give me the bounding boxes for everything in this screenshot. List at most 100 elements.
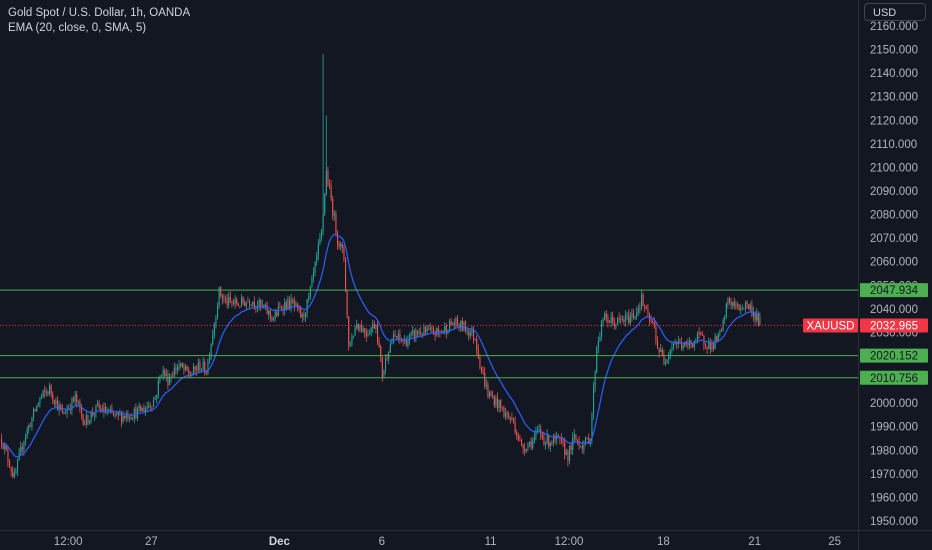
candle-body (279, 307, 281, 308)
candle-body (533, 436, 535, 441)
candle-body (204, 362, 206, 373)
candle-body (247, 301, 249, 303)
candle-body (628, 314, 630, 324)
candle-body (53, 399, 55, 405)
candle-body (429, 327, 431, 330)
candle-body (132, 418, 134, 419)
candle-body (233, 302, 235, 304)
candle-body (63, 411, 65, 414)
candle-body (311, 277, 313, 287)
candle-body (361, 325, 363, 332)
candle-body (506, 412, 508, 415)
candle-body (297, 303, 299, 307)
candle-body (338, 243, 340, 247)
candle-body (676, 342, 678, 345)
price-tick-label: 2150.000 (870, 45, 918, 57)
candle-body (317, 244, 319, 255)
ema-indicator-label[interactable]: EMA (20, close, 0, SMA, 5) (8, 22, 147, 34)
candle-body (42, 390, 44, 396)
candle-body (92, 412, 94, 416)
candle-body (575, 434, 577, 440)
candle-body (175, 368, 177, 370)
candle-body (29, 425, 31, 427)
candle-body (196, 369, 198, 371)
candle-body (353, 335, 355, 337)
candle-body (236, 299, 238, 305)
candle-body (348, 316, 350, 346)
candle-body (469, 332, 471, 336)
candle-body (375, 325, 377, 329)
candle-body (378, 341, 380, 347)
candle-body (709, 341, 711, 350)
candle-body (354, 327, 356, 336)
candle-body (402, 340, 404, 342)
candle-body (306, 299, 308, 314)
candle-body (740, 309, 742, 311)
candle-body (234, 299, 236, 304)
symbol-title[interactable]: Gold Spot / U.S. Dollar, 1h, OANDA (8, 7, 191, 19)
candle-body (201, 368, 203, 370)
candle-body (607, 317, 609, 323)
candle-body (447, 331, 449, 334)
price-tick-label: 2070.000 (870, 233, 918, 245)
candle-body (394, 334, 396, 337)
candle-body (188, 370, 190, 375)
candle-body (385, 358, 387, 370)
currency-button[interactable]: USD (864, 3, 926, 21)
candle-body (601, 321, 603, 337)
candle-body (644, 305, 646, 309)
candle-body (57, 400, 59, 411)
time-tick-label: 25 (828, 536, 841, 548)
candle-body (268, 310, 270, 315)
candle-body (207, 359, 209, 374)
candle-body (124, 415, 126, 418)
candle-body (148, 405, 150, 407)
candle-body (625, 315, 627, 322)
candle-body (186, 365, 188, 371)
candle-body (500, 399, 502, 408)
candle-body (157, 380, 159, 395)
candle-body (39, 397, 41, 404)
candle-body (666, 359, 668, 363)
candle-body (343, 247, 345, 259)
candle-body (473, 329, 475, 339)
candle-body (645, 308, 647, 310)
candle-body (541, 433, 543, 438)
candle-body (373, 323, 375, 329)
candle-body (154, 398, 156, 400)
candle-body (413, 330, 415, 339)
current-price-tag (860, 318, 928, 333)
price-tick-label: 1980.000 (870, 445, 918, 457)
candle-body (665, 362, 667, 364)
candle-body (133, 408, 135, 419)
candle-body (698, 332, 700, 334)
candle-body (114, 413, 116, 415)
candle-body (209, 356, 211, 360)
candle-body (258, 299, 260, 307)
candle-body (681, 342, 683, 349)
candle-body (509, 417, 511, 420)
candle-body (407, 340, 409, 347)
candle-body (527, 444, 529, 450)
candle-body (313, 272, 315, 278)
candle-body (583, 445, 585, 450)
candle-body (479, 357, 481, 367)
candle-body (249, 301, 251, 305)
candle-body (45, 392, 47, 393)
candle-body (743, 308, 745, 310)
candle-body (409, 334, 411, 341)
candle-body (389, 344, 391, 352)
candle-body (117, 412, 119, 415)
candle-body (33, 409, 35, 418)
horizontal-levels[interactable] (0, 289, 858, 379)
candle-body (308, 296, 310, 300)
time-axis[interactable]: 12:00 27 Dec 6 11 12:00 18 21 25 (0, 530, 932, 549)
chart-legend: Gold Spot / U.S. Dollar, 1h, OANDA EMA (… (8, 6, 190, 36)
candle-body (23, 441, 25, 450)
candle-body (658, 348, 660, 352)
candle-body (98, 403, 100, 409)
candle-body (477, 350, 479, 358)
candle-body (562, 440, 564, 443)
